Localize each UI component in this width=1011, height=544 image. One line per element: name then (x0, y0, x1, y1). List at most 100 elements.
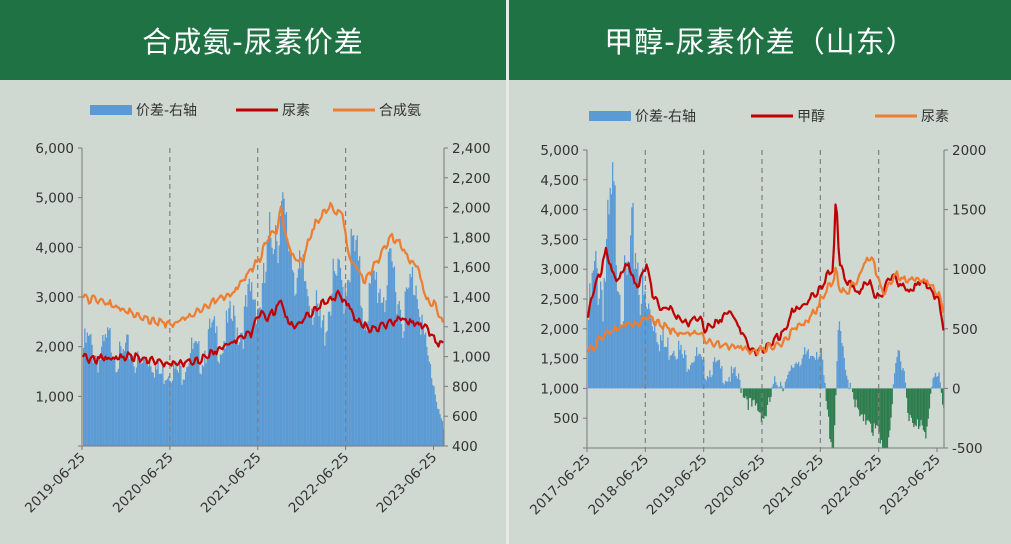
spread-bar (922, 388, 925, 431)
x-tick-label: 2017-06-25 (527, 452, 594, 519)
spread-bar (127, 334, 129, 446)
spread-bar (391, 261, 393, 446)
spread-bar (627, 261, 629, 389)
spread-bar (246, 306, 248, 446)
x-tick-label: 2020-06-25 (702, 452, 769, 519)
spread-bar (126, 334, 128, 446)
spread-bar (299, 250, 301, 446)
legend-label: 合成氨 (379, 103, 421, 119)
spread-bar (416, 299, 418, 446)
spread-bar (227, 322, 229, 446)
spread-bar (375, 272, 378, 446)
spread-bar (796, 364, 799, 389)
spread-bar (666, 347, 668, 389)
spread-bar (841, 343, 843, 389)
spread-bar (828, 388, 830, 417)
spread-bar (325, 332, 327, 446)
spread-bar (754, 388, 757, 406)
spread-bar (723, 384, 725, 389)
spread-bar (324, 345, 326, 446)
spread-bar (825, 388, 827, 401)
spread-bar (105, 337, 108, 446)
spread-bar (228, 308, 230, 446)
spread-bar (353, 235, 355, 446)
spread-bar (434, 394, 436, 446)
spread-bar (209, 318, 211, 446)
spread-bar (888, 388, 890, 438)
spread-bar (589, 283, 591, 389)
y-left-tick-label: 2,000 (540, 322, 579, 338)
spread-bar (930, 388, 932, 394)
spread-bar (221, 354, 223, 446)
y-right-tick-label: 2,200 (452, 171, 491, 187)
spread-bar (889, 388, 891, 431)
spread-bar (377, 303, 379, 446)
spread-bar (699, 354, 701, 389)
spread-bar (157, 360, 159, 446)
spread-bar (362, 323, 364, 446)
spread-bar (786, 379, 788, 389)
spread-bar (736, 378, 739, 389)
spread-bar (175, 361, 177, 446)
spread-bar (168, 376, 170, 446)
spread-bar (146, 364, 148, 446)
spread-bar (860, 388, 862, 415)
spread-bar (867, 388, 869, 421)
spread-bar (782, 388, 784, 392)
y-right-tick-label: 1000 (952, 262, 986, 278)
spread-bar (317, 303, 319, 446)
spread-bar (128, 359, 130, 446)
spread-bar (704, 378, 706, 389)
spread-bar (740, 388, 742, 393)
spread-bar (768, 388, 770, 398)
spread-bar (140, 363, 142, 446)
spread-bar (173, 361, 175, 446)
spread-bar (390, 248, 392, 446)
spread-bar (616, 291, 619, 389)
spread-bar (654, 321, 656, 389)
spread-bar (614, 185, 616, 389)
spread-bar (836, 361, 838, 389)
spread-bar (440, 418, 442, 446)
spread-bar (284, 214, 286, 446)
spread-bar (326, 330, 328, 446)
spread-bar (820, 347, 823, 389)
spread-bar (709, 370, 711, 389)
spread-bar (855, 388, 857, 400)
spread-bar (931, 386, 933, 389)
spread-bar (179, 362, 181, 446)
spread-bar (263, 263, 265, 446)
y-left-tick-label: 3,000 (35, 290, 74, 306)
spread-bar (125, 342, 127, 446)
spread-bar (219, 354, 222, 446)
spread-bar (147, 366, 150, 446)
spread-bar (176, 370, 178, 446)
spread-bar (758, 388, 760, 412)
spread-bar (751, 388, 753, 407)
spread-bar (188, 362, 190, 446)
spread-bar (378, 292, 380, 446)
spread-bar (84, 328, 86, 446)
spread-bar (335, 274, 337, 446)
y-left-tick-label: 3,000 (540, 262, 579, 278)
spread-bar (109, 328, 111, 446)
spread-bar (715, 362, 717, 389)
y-right-tick-label: 1,200 (452, 320, 491, 336)
spread-bar (896, 356, 898, 389)
legend-item: 甲醇 (751, 108, 825, 125)
spread-bar (847, 379, 849, 389)
spread-bar (193, 343, 195, 446)
y-right-tick-label: 2,000 (452, 201, 491, 217)
spread-bar (392, 267, 394, 446)
spread-bar (293, 272, 295, 446)
spread-bars (588, 162, 945, 448)
spread-bar (882, 388, 884, 448)
spread-bar (897, 350, 899, 389)
spread-bar (895, 363, 897, 389)
y-right-tick-label: 1,600 (452, 260, 491, 276)
y-left-tick-label: 4,500 (540, 173, 579, 189)
spread-bar (379, 288, 381, 446)
spread-bar (631, 207, 633, 389)
spread-bar (348, 279, 350, 446)
y-left-tick-label: 4,000 (540, 203, 579, 219)
